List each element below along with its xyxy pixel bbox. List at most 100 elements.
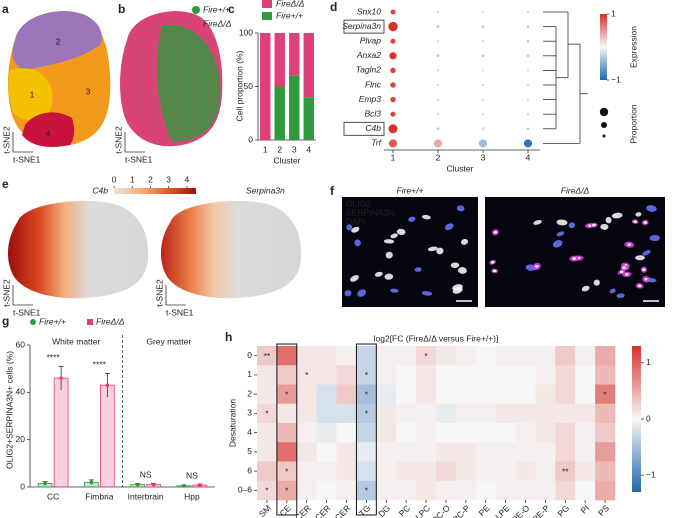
dot: [526, 98, 530, 101]
heatmap-cell: [276, 346, 298, 366]
heatmap-cell: [336, 346, 357, 366]
bar-segment: [274, 33, 285, 87]
heatmap-cell: [495, 403, 516, 424]
colorbar-tick-label: 0: [112, 174, 117, 184]
bar-point: [89, 480, 94, 485]
bar-segment: [274, 86, 285, 140]
dot: [481, 69, 485, 72]
dot: [526, 83, 530, 87]
cell-cloud: [120, 11, 223, 147]
dot: [390, 67, 396, 74]
heatmap-cell: [316, 384, 337, 405]
heatmap-cell: [595, 365, 616, 385]
cell: [444, 223, 454, 231]
colorbar: [114, 188, 196, 194]
heatmap-cell: [336, 403, 357, 424]
cell: [351, 226, 360, 233]
heatmap-cell: [495, 365, 516, 385]
cell: [374, 271, 383, 277]
heatmap-cell: [495, 346, 516, 366]
cell: [552, 240, 563, 248]
dot: [526, 10, 530, 14]
heatmap-cell: [436, 423, 457, 443]
cell: [616, 293, 625, 298]
y-tick-label: 20: [16, 434, 26, 444]
y-tick-label: 3: [247, 408, 252, 418]
bar-point: [135, 482, 140, 487]
heatmap-cell: [316, 365, 337, 385]
bar-point: [43, 481, 47, 486]
heatmap-cell: [555, 346, 576, 366]
cell: [611, 212, 623, 219]
legend-marker: [192, 20, 200, 28]
size-legend-dot: [602, 134, 606, 138]
dot: [436, 40, 440, 43]
heatmap-cell: [276, 365, 298, 385]
dot: [436, 25, 440, 28]
y-tick-label: 0: [20, 481, 25, 491]
heatmap-cell: [336, 423, 357, 443]
heatmap-cell: [276, 442, 298, 462]
channel-label: DAPI: [346, 216, 366, 226]
heatmap-cell: [595, 403, 616, 424]
y-tick-label: 50: [244, 81, 254, 91]
cell: [427, 246, 438, 252]
cell: [581, 285, 590, 292]
cluster-region: [22, 112, 75, 147]
heatmap-cell: [336, 384, 357, 405]
heatmap-cell: [416, 442, 437, 462]
panel-label: a: [2, 2, 9, 16]
bar-segment: [303, 33, 314, 98]
heatmap-cell: [575, 442, 596, 462]
heatmap-cell: [276, 403, 298, 424]
heatmap-cell: [376, 480, 397, 501]
dot: [390, 111, 396, 117]
heatmap-cell: [535, 403, 556, 424]
heatmap-cell: [436, 442, 457, 462]
dot: [481, 10, 485, 14]
group-label: White matter: [52, 336, 100, 346]
cell: [646, 277, 657, 283]
dot: [436, 10, 440, 14]
cell: [354, 239, 361, 247]
cell: [458, 267, 467, 274]
size-legend-dot: [601, 122, 607, 128]
y-tick-label: 6: [247, 465, 252, 475]
heatmap-cell: [356, 403, 377, 424]
column-highlight: [276, 343, 298, 516]
significance: *: [305, 370, 309, 380]
dot: [388, 21, 398, 32]
cell-core: [592, 223, 596, 227]
heatmap-cell: [535, 423, 556, 443]
x-tick-label: PC-P: [450, 503, 472, 518]
panel-label: b: [118, 2, 125, 16]
bar: [100, 384, 115, 488]
cell: [396, 228, 406, 236]
significance: ****: [47, 353, 61, 363]
cell-core: [490, 260, 495, 264]
significance: *: [365, 370, 369, 380]
dot: [436, 69, 440, 72]
heatmap-cell: [296, 384, 317, 405]
x-tick-label: Fimbria: [85, 491, 114, 501]
cell: [456, 205, 465, 212]
dot: [390, 9, 396, 15]
heatmap-cell: [455, 403, 477, 424]
x-axis-label: t-SNE1: [125, 154, 153, 164]
cell: [600, 223, 609, 230]
x-tick-label: PE-O: [510, 503, 532, 518]
legend-swatch: [262, 12, 272, 20]
cell: [568, 222, 576, 229]
x-tick-label: PE-P: [530, 503, 551, 518]
channel-label: OLIG2: [346, 198, 371, 208]
heatmap-cell: [276, 480, 298, 501]
cell-core: [642, 268, 646, 272]
cell-core: [622, 266, 626, 269]
cluster-region: [8, 68, 53, 121]
dot: [526, 25, 530, 28]
bar-point: [59, 376, 63, 380]
bar-point: [198, 483, 202, 487]
legend-label: FireΔ/Δ: [276, 0, 305, 8]
heatmap-cell: [436, 346, 457, 366]
panel-label: g: [2, 314, 9, 328]
